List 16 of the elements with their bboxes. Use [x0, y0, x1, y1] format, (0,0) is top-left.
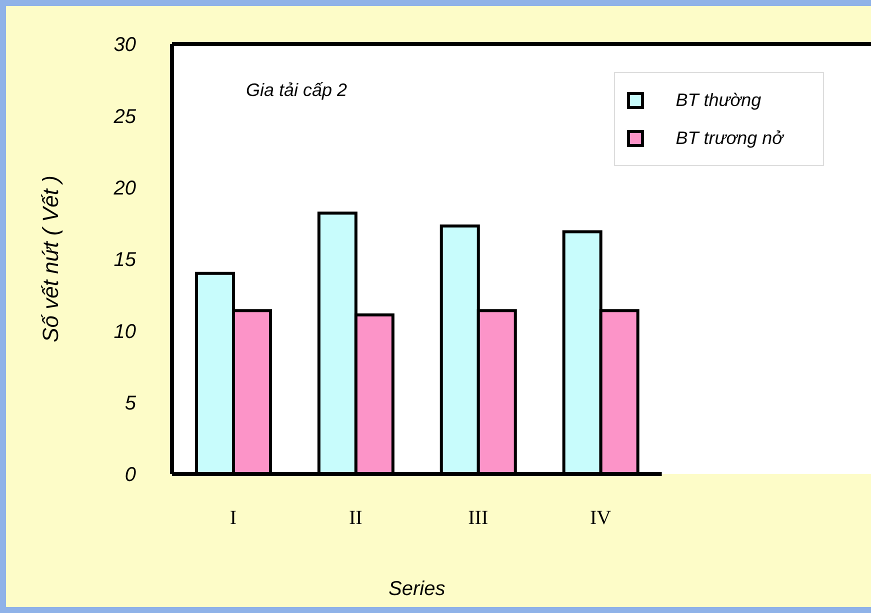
y-tick-label: 30	[114, 34, 136, 56]
y-tick-label: 20	[112, 177, 136, 200]
annotation: Gia tải cấp 2	[246, 80, 348, 101]
y-tick-label: 10	[114, 320, 136, 343]
y-tick-label: 5	[124, 392, 137, 414]
y-tick-label: 25	[112, 106, 137, 128]
x-tick-label: I	[230, 507, 237, 530]
legend-label: BT thường	[676, 90, 762, 110]
x-tick-label: IV	[590, 507, 612, 530]
x-tick-label: III	[468, 507, 488, 530]
y-axis-title: Số vết nứt ( Vết )	[38, 176, 63, 342]
x-axis-title: Series	[388, 578, 446, 600]
x-tick-label: II	[349, 507, 362, 530]
y-tick-label: 15	[114, 249, 137, 272]
legend-label: BT trương nở	[676, 128, 783, 148]
y-tick-label: 0	[124, 464, 136, 486]
